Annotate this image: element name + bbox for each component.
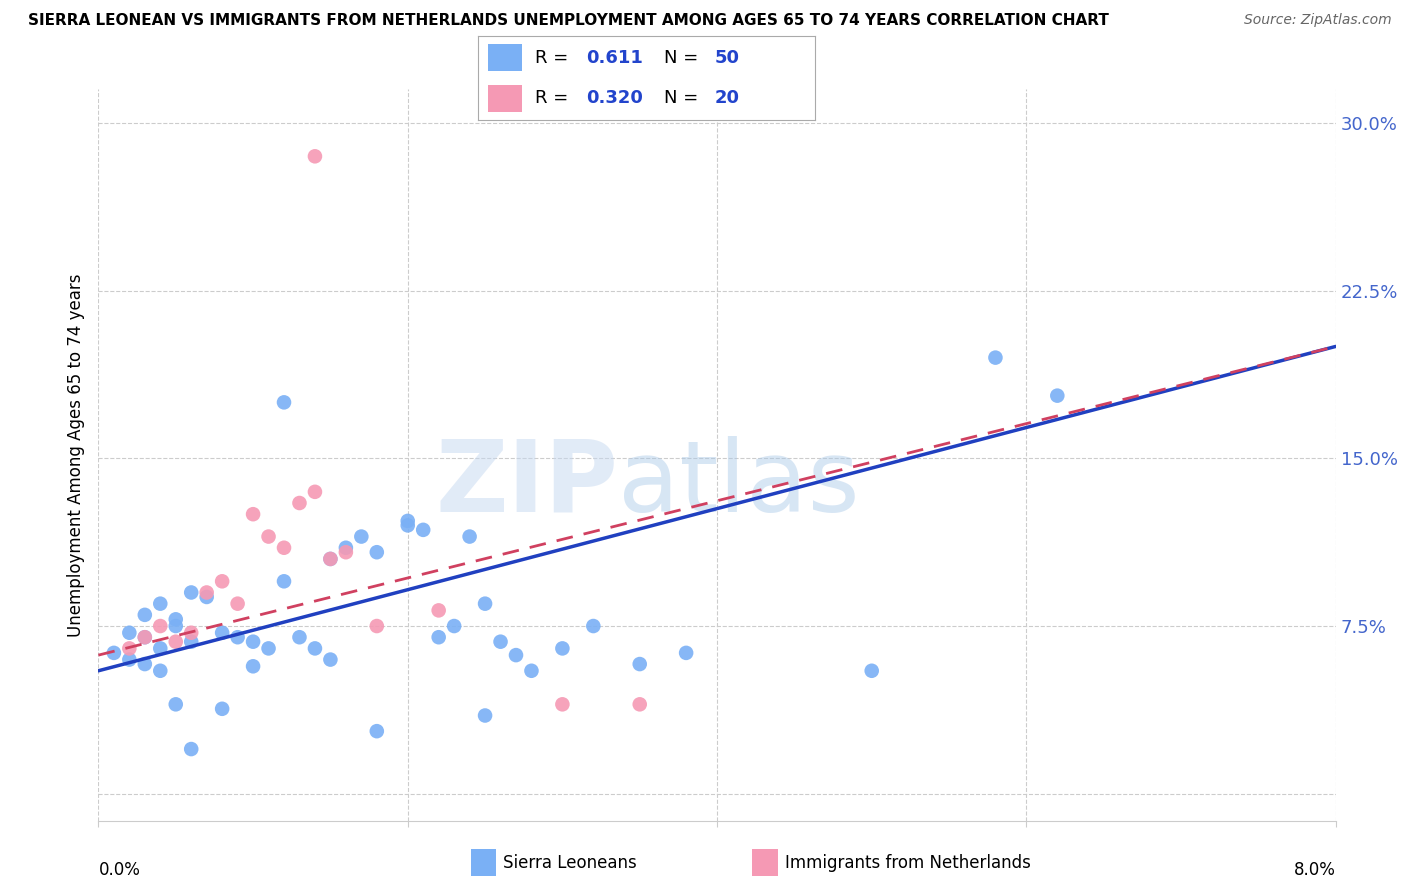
Text: Sierra Leoneans: Sierra Leoneans [503, 854, 637, 871]
Point [675, 646, 697, 660]
Point [304, 641, 326, 656]
Point [134, 630, 156, 644]
Point [319, 552, 342, 566]
Point [366, 619, 388, 633]
Point [628, 657, 651, 671]
Point [474, 597, 496, 611]
Point [165, 612, 187, 626]
Point [505, 648, 527, 662]
Point [226, 630, 249, 644]
Point [304, 149, 326, 163]
Point [103, 646, 125, 660]
Point [335, 541, 357, 555]
Point [118, 652, 141, 666]
Text: Source: ZipAtlas.com: Source: ZipAtlas.com [1244, 13, 1392, 28]
Text: 0.0%: 0.0% [98, 861, 141, 879]
Point [180, 742, 202, 756]
Point [427, 630, 450, 644]
Point [195, 590, 218, 604]
Point [165, 619, 187, 633]
Point [366, 724, 388, 739]
Point [226, 597, 249, 611]
Point [195, 585, 218, 599]
Point [211, 625, 233, 640]
Point [273, 395, 295, 409]
Point [304, 484, 326, 499]
Text: R =: R = [536, 49, 575, 67]
Bar [488, 44, 522, 71]
Point [860, 664, 883, 678]
Point [366, 545, 388, 559]
Point [288, 630, 311, 644]
Point [474, 708, 496, 723]
Point [118, 641, 141, 656]
Point [149, 664, 172, 678]
Point [412, 523, 434, 537]
Point [134, 607, 156, 622]
Point [582, 619, 605, 633]
Point [242, 659, 264, 673]
Point [180, 585, 202, 599]
Point [118, 625, 141, 640]
Point [984, 351, 1007, 365]
Point [458, 530, 481, 544]
Bar [488, 85, 522, 112]
Point [489, 634, 512, 648]
Point [165, 634, 187, 648]
Text: 50: 50 [714, 49, 740, 67]
Point [257, 641, 280, 656]
Point [520, 664, 543, 678]
Text: atlas: atlas [619, 435, 859, 533]
Point [628, 698, 651, 712]
Text: SIERRA LEONEAN VS IMMIGRANTS FROM NETHERLANDS UNEMPLOYMENT AMONG AGES 65 TO 74 Y: SIERRA LEONEAN VS IMMIGRANTS FROM NETHER… [28, 13, 1109, 29]
Point [149, 641, 172, 656]
Point [335, 545, 357, 559]
Point [242, 634, 264, 648]
Point [242, 507, 264, 521]
Point [273, 541, 295, 555]
Text: 8.0%: 8.0% [1294, 861, 1336, 879]
Point [149, 597, 172, 611]
Text: 20: 20 [714, 89, 740, 107]
Text: 0.611: 0.611 [586, 49, 643, 67]
Point [134, 657, 156, 671]
Point [180, 625, 202, 640]
Point [319, 652, 342, 666]
Point [134, 630, 156, 644]
Text: R =: R = [536, 89, 575, 107]
Text: Immigrants from Netherlands: Immigrants from Netherlands [785, 854, 1031, 871]
Point [551, 698, 574, 712]
Point [288, 496, 311, 510]
Point [350, 530, 373, 544]
Point [211, 574, 233, 589]
Text: N =: N = [664, 89, 703, 107]
Point [273, 574, 295, 589]
Y-axis label: Unemployment Among Ages 65 to 74 years: Unemployment Among Ages 65 to 74 years [66, 273, 84, 637]
Point [211, 702, 233, 716]
Text: N =: N = [664, 49, 703, 67]
Point [427, 603, 450, 617]
Point [396, 518, 419, 533]
Point [396, 514, 419, 528]
Point [149, 619, 172, 633]
Text: 0.320: 0.320 [586, 89, 643, 107]
Point [180, 634, 202, 648]
Point [257, 530, 280, 544]
Point [1046, 389, 1069, 403]
Point [551, 641, 574, 656]
Text: ZIP: ZIP [436, 435, 619, 533]
Point [319, 552, 342, 566]
Point [443, 619, 465, 633]
Point [165, 698, 187, 712]
